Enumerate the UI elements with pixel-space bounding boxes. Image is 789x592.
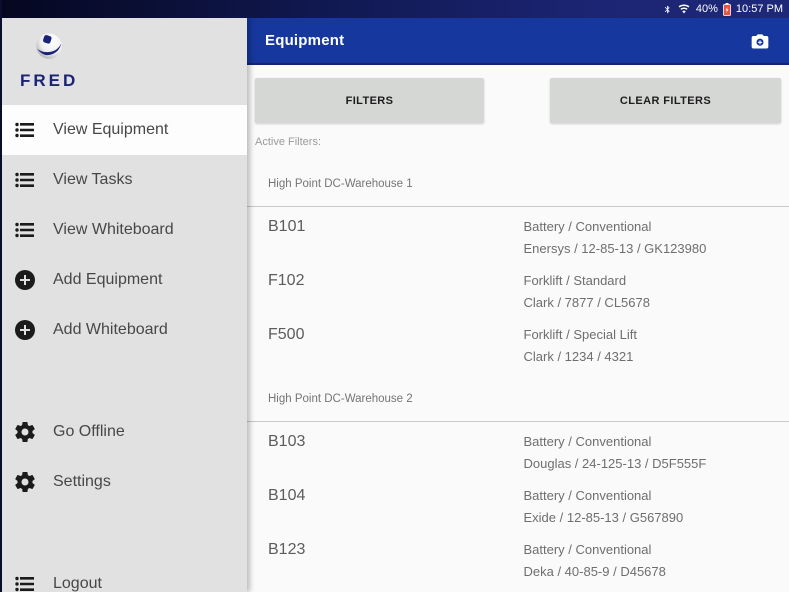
app-bar: Equipment — [247, 18, 789, 65]
nav-item-label: View Equipment — [53, 121, 169, 138]
status-bar: 40% 10:57 PM — [0, 0, 789, 18]
equipment-id: B103 — [268, 433, 306, 450]
nav-item-label: Go Offline — [53, 423, 125, 440]
section-header-label: High Point DC-Warehouse 2 — [268, 392, 413, 405]
equipment-row[interactable]: F102 Forklift / Standard Clark / 7877 / … — [247, 261, 789, 315]
wifi-icon — [677, 3, 691, 15]
equipment-info: Battery / Conventional Exide / 12-85-13 … — [524, 485, 780, 530]
equipment-type: Battery / Conventional — [523, 434, 652, 449]
equipment-row[interactable]: B104 Battery / Conventional Exide / 12-8… — [247, 476, 789, 530]
battery-icon — [723, 2, 731, 16]
equipment-details: Exide / 12-85-13 / G567890 — [523, 510, 684, 525]
page-title: Equipment — [265, 32, 345, 49]
equipment-info: Battery / Conventional Deka / 40-85-9 / … — [524, 539, 780, 584]
equipment-row[interactable]: F500 Forklift / Special Lift Clark / 123… — [247, 315, 789, 369]
equipment-id: F500 — [268, 326, 305, 343]
equipment-type: Battery / Conventional — [523, 488, 652, 503]
list-icon — [13, 218, 37, 242]
logo-area: FRED — [0, 18, 247, 105]
equipment-row[interactable]: B103 Battery / Conventional Douglas / 24… — [247, 422, 789, 476]
equipment-details: Enersys / 12-85-13 / GK123980 — [523, 241, 707, 256]
list-icon — [13, 572, 37, 592]
equipment-details: Clark / 7877 / CL5678 — [523, 295, 650, 310]
sidebar-nav: View Equipment View Tasks View Whiteboar… — [0, 105, 247, 592]
nav-item-label: View Tasks — [53, 171, 133, 188]
fred-logo-text: FRED — [20, 71, 79, 90]
nav-item-label: Add Whiteboard — [53, 321, 168, 338]
equipment-section: High Point DC-Warehouse 2 B103 Battery /… — [247, 376, 789, 584]
equipment-section: High Point DC-Warehouse 1 B101 Battery /… — [247, 161, 789, 369]
equipment-info: Battery / Conventional Enersys / 12-85-1… — [524, 216, 780, 261]
equipment-info: Battery / Conventional Douglas / 24-125-… — [524, 431, 780, 476]
clock: 10:57 PM — [735, 3, 783, 15]
equipment-id: B104 — [268, 487, 306, 504]
equipment-id: F102 — [268, 272, 305, 289]
equipment-info: Forklift / Special Lift Clark / 1234 / 4… — [524, 324, 780, 369]
section-header: High Point DC-Warehouse 1 — [247, 161, 789, 207]
nav-item-label: Add Equipment — [53, 271, 163, 288]
equipment-id: B123 — [268, 541, 306, 558]
sidebar-item-add-whiteboard[interactable]: Add Whiteboard — [0, 305, 247, 355]
equipment-type: Forklift / Special Lift — [523, 327, 637, 342]
nav-item-label: View Whiteboard — [53, 221, 174, 238]
add-circle-icon — [13, 268, 37, 292]
equipment-type: Battery / Conventional — [523, 219, 652, 234]
sidebar-item-view-tasks[interactable]: View Tasks — [0, 155, 247, 205]
filters-button[interactable]: FILTERS — [255, 78, 484, 123]
equipment-info: Forklift / Standard Clark / 7877 / CL567… — [524, 270, 780, 315]
fred-logo-icon — [32, 30, 247, 69]
sidebar-item-add-equipment[interactable]: Add Equipment — [0, 255, 247, 305]
add-circle-icon — [13, 318, 37, 342]
equipment-row[interactable]: B101 Battery / Conventional Enersys / 12… — [247, 207, 789, 261]
equipment-details: Clark / 1234 / 4321 — [523, 349, 634, 364]
sidebar-item-go-offline[interactable]: Go Offline — [0, 407, 247, 457]
equipment-list-panel: FILTERS CLEAR FILTERS Active Filters: Hi… — [247, 65, 789, 592]
sidebar-item-view-whiteboard[interactable]: View Whiteboard — [0, 205, 247, 255]
equipment-id: B101 — [268, 218, 306, 235]
section-rows: B101 Battery / Conventional Enersys / 12… — [247, 207, 789, 369]
equipment-row[interactable]: B123 Battery / Conventional Deka / 40-85… — [247, 530, 789, 584]
equipment-sections: High Point DC-Warehouse 1 B101 Battery /… — [247, 161, 789, 584]
section-rows: B103 Battery / Conventional Douglas / 24… — [247, 422, 789, 584]
battery-percent: 40% — [695, 3, 718, 15]
sidebar-item-logout[interactable]: Logout — [0, 559, 247, 592]
navigation-drawer: FRED View Equipment View Tasks View Whit… — [0, 18, 247, 592]
equipment-details: Deka / 40-85-9 / D45678 — [523, 564, 666, 579]
gear-icon — [13, 420, 37, 444]
camera-icon[interactable] — [749, 31, 771, 51]
sidebar-item-view-equipment[interactable]: View Equipment — [0, 105, 247, 155]
active-filters-label: Active Filters: — [255, 136, 322, 148]
bluetooth-icon — [663, 3, 672, 16]
equipment-type: Forklift / Standard — [523, 273, 627, 288]
nav-item-label: Settings — [53, 473, 111, 490]
filter-toolbar: FILTERS CLEAR FILTERS — [247, 65, 789, 123]
sidebar-item-settings[interactable]: Settings — [0, 457, 247, 507]
equipment-type: Battery / Conventional — [523, 542, 652, 557]
list-icon — [13, 118, 37, 142]
section-header-label: High Point DC-Warehouse 1 — [268, 177, 413, 190]
equipment-details: Douglas / 24-125-13 / D5F555F — [523, 456, 707, 471]
clear-filters-button[interactable]: CLEAR FILTERS — [550, 78, 781, 123]
section-header: High Point DC-Warehouse 2 — [247, 376, 789, 422]
list-icon — [13, 168, 37, 192]
gear-icon — [13, 470, 37, 494]
nav-item-label: Logout — [53, 575, 102, 592]
